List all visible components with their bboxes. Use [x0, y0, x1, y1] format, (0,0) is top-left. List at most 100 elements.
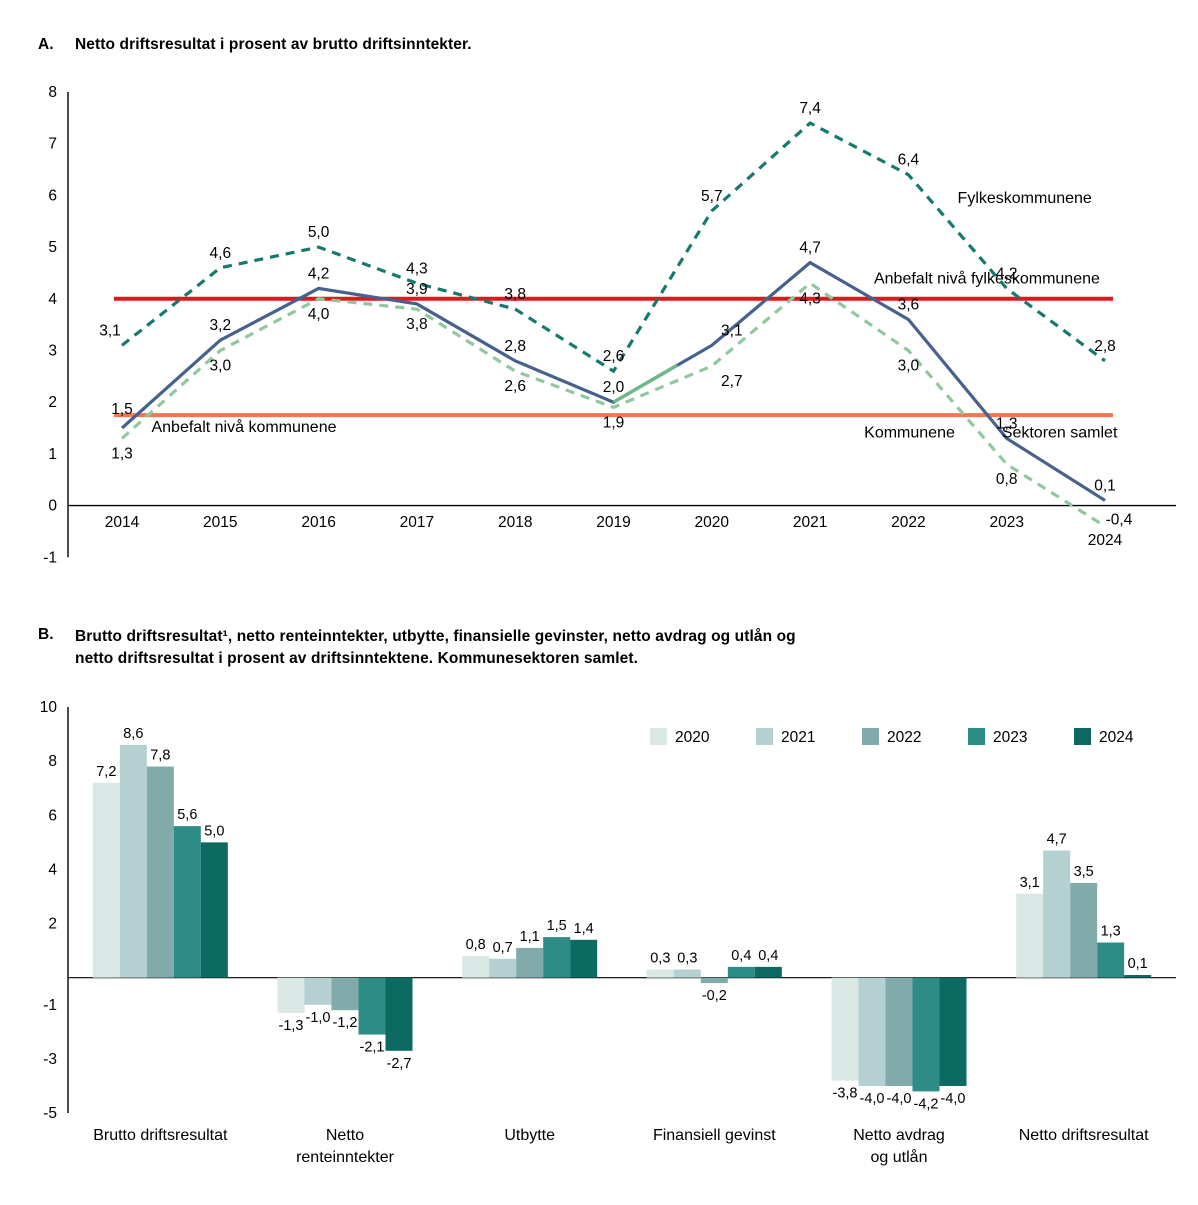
data-label-sektoren-samlet: 3,2: [210, 317, 232, 334]
y-tick-label: -3: [43, 1051, 57, 1068]
bar-value-label: -1,0: [306, 1010, 331, 1026]
x-tick-label: 2016: [301, 514, 335, 531]
data-label-kommunene: 2,7: [721, 373, 743, 390]
bar-2022-netto: [331, 977, 359, 1011]
y-tick-label: -5: [43, 1105, 57, 1122]
y-tick-label: 8: [48, 753, 57, 770]
x-tick-label: 2017: [400, 514, 434, 531]
y-tick-label: 10: [40, 699, 58, 716]
bar-2023-netto-avdrag: [912, 977, 940, 1092]
bar-value-label: -4,2: [914, 1096, 939, 1112]
legend-label-2022: 2022: [887, 729, 921, 746]
data-label-kommunene: 3,8: [406, 316, 428, 333]
bar-2020-finansiell-gevinst: [646, 969, 674, 978]
bar-chart-driftsinntekter: 10 8 6 4 2 -1 -3 -5 7,2 8,6 7,8 5,6 5,0 Brutto drifts…: [40, 699, 1176, 1166]
bar-2020-utbytte: [462, 956, 490, 978]
category-label-line: Netto driftsresultat: [1019, 1127, 1149, 1144]
x-tick-label: 2023: [989, 514, 1023, 531]
data-label-sektoren-samlet: 1,3: [996, 415, 1018, 432]
bar-value-label: 0,3: [677, 951, 697, 967]
bar-value-label: 1,5: [547, 918, 567, 934]
bar-value-label: -0,2: [702, 988, 727, 1004]
bar-value-label: 0,4: [758, 948, 778, 964]
bar-value-label: -1,3: [279, 1018, 304, 1034]
data-label-kommunene: 4,3: [799, 290, 821, 307]
x-tick-label: 2022: [891, 514, 925, 531]
data-label-sektoren-samlet: 4,7: [799, 240, 821, 257]
bar-value-label: 1,1: [520, 929, 540, 945]
bar-value-label: 0,1: [1128, 956, 1148, 972]
x-tick-label: 2018: [498, 514, 532, 531]
data-label-kommunene: -0,4: [1106, 511, 1133, 528]
bar-2024-netto-avdrag: [939, 977, 967, 1086]
bar-value-label: -1,2: [333, 1015, 358, 1031]
y-tick-label: 3: [48, 343, 57, 360]
data-label-fylkeskommunene: 5,0: [308, 224, 330, 241]
bar-2023-netto-driftsresultat: [1097, 942, 1125, 978]
bar-2022-netto-avdrag: [885, 977, 913, 1086]
bar-2024-utbytte: [570, 939, 598, 978]
data-label-fylkeskommunene: 4,3: [406, 260, 428, 277]
data-label-kommunene: 3,0: [210, 358, 232, 375]
data-label-kommunene: 4,0: [308, 306, 330, 323]
bar-2023-finansiell-gevinst: [727, 966, 755, 978]
legend-swatch-2024: [1074, 728, 1091, 745]
bar-value-label: 0,4: [731, 948, 751, 964]
x-tick-label: 2024: [1088, 532, 1123, 549]
bar-2021-utbytte: [489, 958, 517, 978]
category-label: Utbytte: [504, 1127, 555, 1144]
reference-line-label: Anbefalt nivå kommunene: [151, 418, 336, 436]
bar-value-label: 7,8: [150, 748, 170, 764]
category-label-line: Utbytte: [504, 1127, 555, 1144]
bar-value-label: 5,6: [177, 807, 197, 823]
data-label-sektoren-samlet: 2,0: [603, 379, 625, 396]
bar-2024-brutto-driftsresultat: [200, 842, 228, 978]
legend-label-2024: 2024: [1099, 729, 1134, 746]
legend-swatch-2023: [968, 728, 985, 745]
y-tick-label: 0: [48, 498, 57, 515]
bar-value-label: 0,7: [493, 940, 513, 956]
bar-2022-finansiell-gevinst: [700, 977, 728, 984]
x-tick-label: 2020: [695, 514, 730, 531]
bar-value-label: 7,2: [96, 764, 116, 780]
bar-2020-brutto-driftsresultat: [92, 782, 120, 978]
data-label-sektoren-samlet: 3,9: [406, 281, 428, 298]
bar-2021-netto-driftsresultat: [1043, 850, 1071, 978]
series-name-label-kommunene: Kommunene: [864, 424, 955, 441]
category-label-line: Netto: [326, 1127, 364, 1144]
bar-2021-brutto-driftsresultat: [119, 744, 147, 978]
data-label-sektoren-samlet: 0,1: [1094, 477, 1116, 494]
line-chart-netto-driftsresultat: 8 7 6 5 4 3 2 1 0 -1 2014 2015 2016 2017 2018 2019 2020 2…: [43, 84, 1176, 566]
category-label: Finansiell gevinst: [653, 1127, 776, 1144]
data-label-fylkeskommunene: 3,1: [99, 322, 121, 339]
bar-2024-netto: [385, 977, 413, 1051]
bar-2024-netto-driftsresultat: [1124, 974, 1152, 978]
bar-value-label: 4,7: [1047, 831, 1067, 847]
y-tick-label: 6: [48, 187, 57, 204]
bar-value-label: -2,1: [360, 1040, 385, 1056]
bar-value-label: 3,1: [1020, 875, 1040, 891]
bar-2021-finansiell-gevinst: [673, 969, 701, 978]
panel-b-title-line2: netto driftsresultat i prosent av drifts…: [75, 650, 639, 667]
bar-2022-utbytte: [516, 947, 544, 978]
bar-2021-netto: [304, 977, 332, 1005]
legend-label-2023: 2023: [993, 729, 1027, 746]
y-tick-label: 7: [48, 136, 57, 153]
category-label-line: Finansiell gevinst: [653, 1127, 776, 1144]
bar-2021-netto-avdrag: [858, 977, 886, 1086]
category-label-line: Brutto driftsresultat: [93, 1127, 228, 1144]
bar-value-label: -2,7: [387, 1056, 412, 1072]
bar-2020-netto-avdrag: [831, 977, 859, 1081]
x-tick-label: 2015: [203, 514, 237, 531]
panel-a-marker: A.: [38, 36, 54, 53]
legend-label-2020: 2020: [675, 729, 710, 746]
data-label-sektoren-samlet: 3,1: [721, 322, 743, 339]
panel-b-title: B. Brutto driftsresultat¹, netto rentein…: [38, 626, 796, 670]
reference-line-label: Anbefalt nivå fylkeskommunene: [874, 269, 1100, 287]
data-label-kommunene: 3,0: [898, 358, 920, 375]
data-label-sektoren-samlet: 1,5: [111, 401, 133, 418]
data-label-fylkeskommunene: 2,8: [1094, 338, 1116, 355]
category-label: Brutto driftsresultat: [93, 1127, 228, 1144]
data-label-fylkeskommunene: 4,6: [210, 245, 232, 262]
